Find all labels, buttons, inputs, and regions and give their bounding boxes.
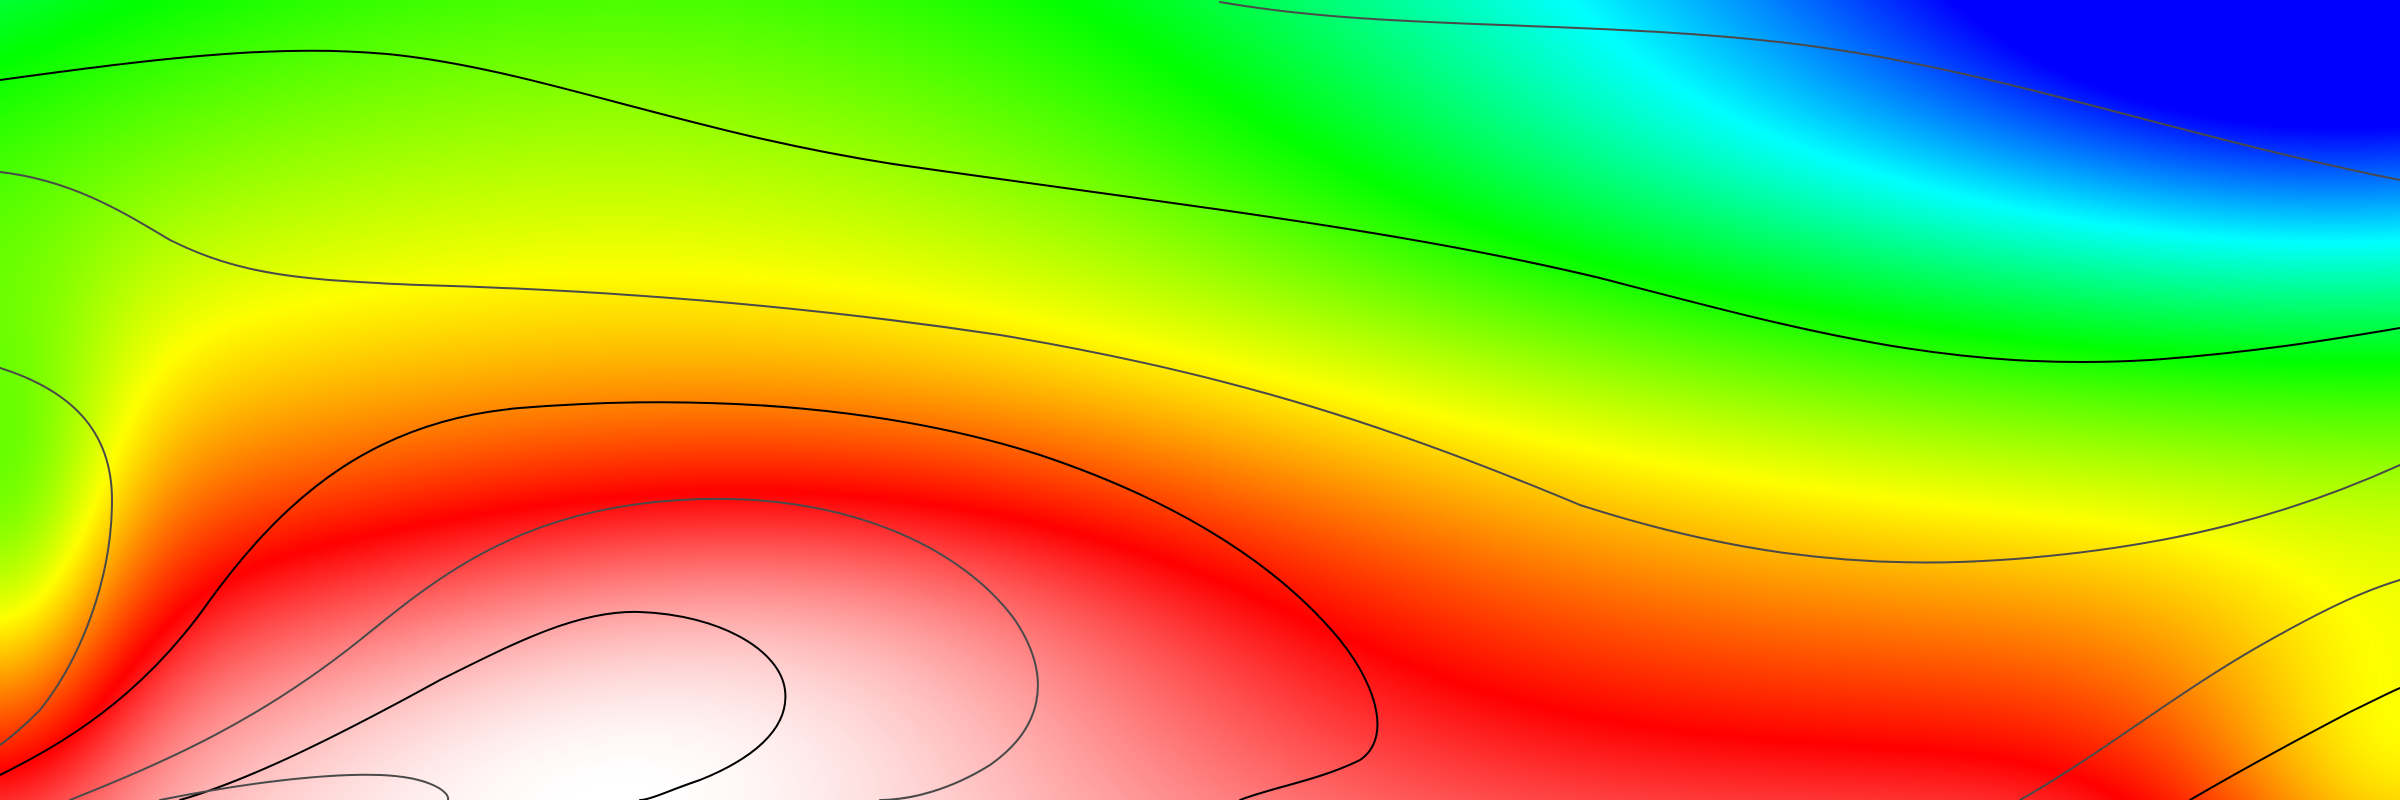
contour-line-left-pocket — [0, 367, 113, 746]
contour-line-bottom-right-inner — [2189, 687, 2400, 800]
contour-line-bottom-right-outer — [2019, 579, 2400, 800]
contour-line-center-outer — [0, 401, 1379, 800]
contour-line-upper — [0, 49, 2400, 364]
contour-line-bottom-core — [159, 773, 450, 800]
contour-line-center-middle — [69, 497, 1039, 800]
contour-line-middle — [0, 171, 2400, 564]
contour-line-top-right — [1219, 1, 2400, 181]
contour-line-center-inner — [179, 610, 787, 800]
